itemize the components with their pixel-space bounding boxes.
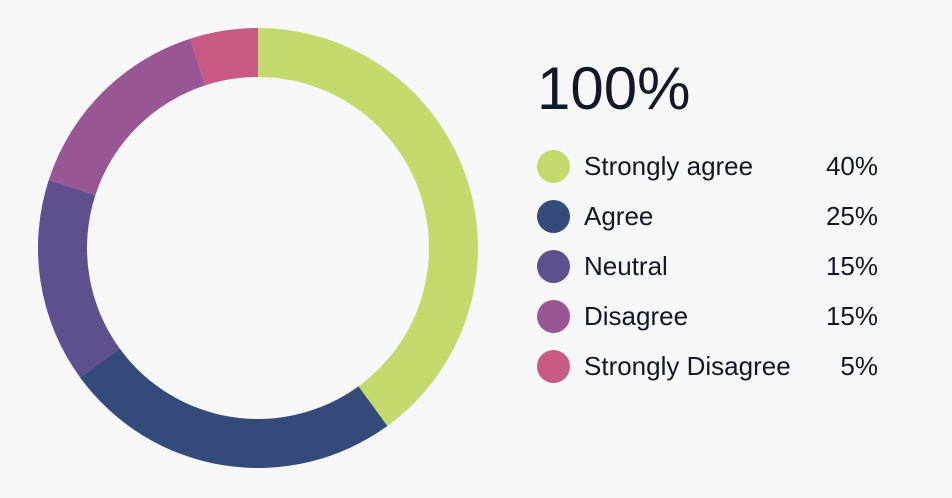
legend-swatch-agree [537, 199, 570, 233]
legend-percentage: 15% [825, 250, 878, 281]
total-percentage: 100% [537, 55, 691, 122]
legend-item-strongly-disagree: Strongly Disagree 5% [537, 341, 882, 391]
legend-item-neutral: Neutral 15% [537, 241, 882, 291]
legend: Strongly agree 40% Agree 25% Neutral 15%… [537, 141, 882, 391]
legend-swatch-neutral [537, 249, 570, 283]
legend-label: Agree [584, 200, 654, 231]
legend-percentage: 15% [825, 300, 878, 331]
legend-item-strongly-agree: Strongly agree 40% [537, 141, 882, 191]
legend-percentage: 5% [840, 350, 878, 381]
legend-label: Disagree [584, 300, 689, 331]
donut-slice-strongly-disagree [190, 28, 258, 86]
donut-slice-agree [80, 348, 388, 468]
donut-chart [38, 28, 478, 468]
legend-item-disagree: Disagree 15% [537, 291, 882, 341]
donut-slice-strongly-agree [258, 28, 478, 426]
legend-item-agree: Agree 25% [537, 191, 882, 241]
legend-swatch-strongly-agree [537, 149, 570, 183]
legend-swatch-strongly-disagree [537, 349, 570, 383]
legend-label: Strongly Disagree [584, 350, 791, 381]
legend-percentage: 25% [825, 200, 878, 231]
donut-slice-disagree [48, 38, 206, 196]
legend-swatch-disagree [537, 299, 570, 333]
donut-slice-neutral [38, 180, 120, 378]
legend-label: Strongly agree [584, 150, 754, 181]
legend-label: Neutral [584, 250, 668, 281]
legend-percentage: 40% [825, 150, 878, 181]
